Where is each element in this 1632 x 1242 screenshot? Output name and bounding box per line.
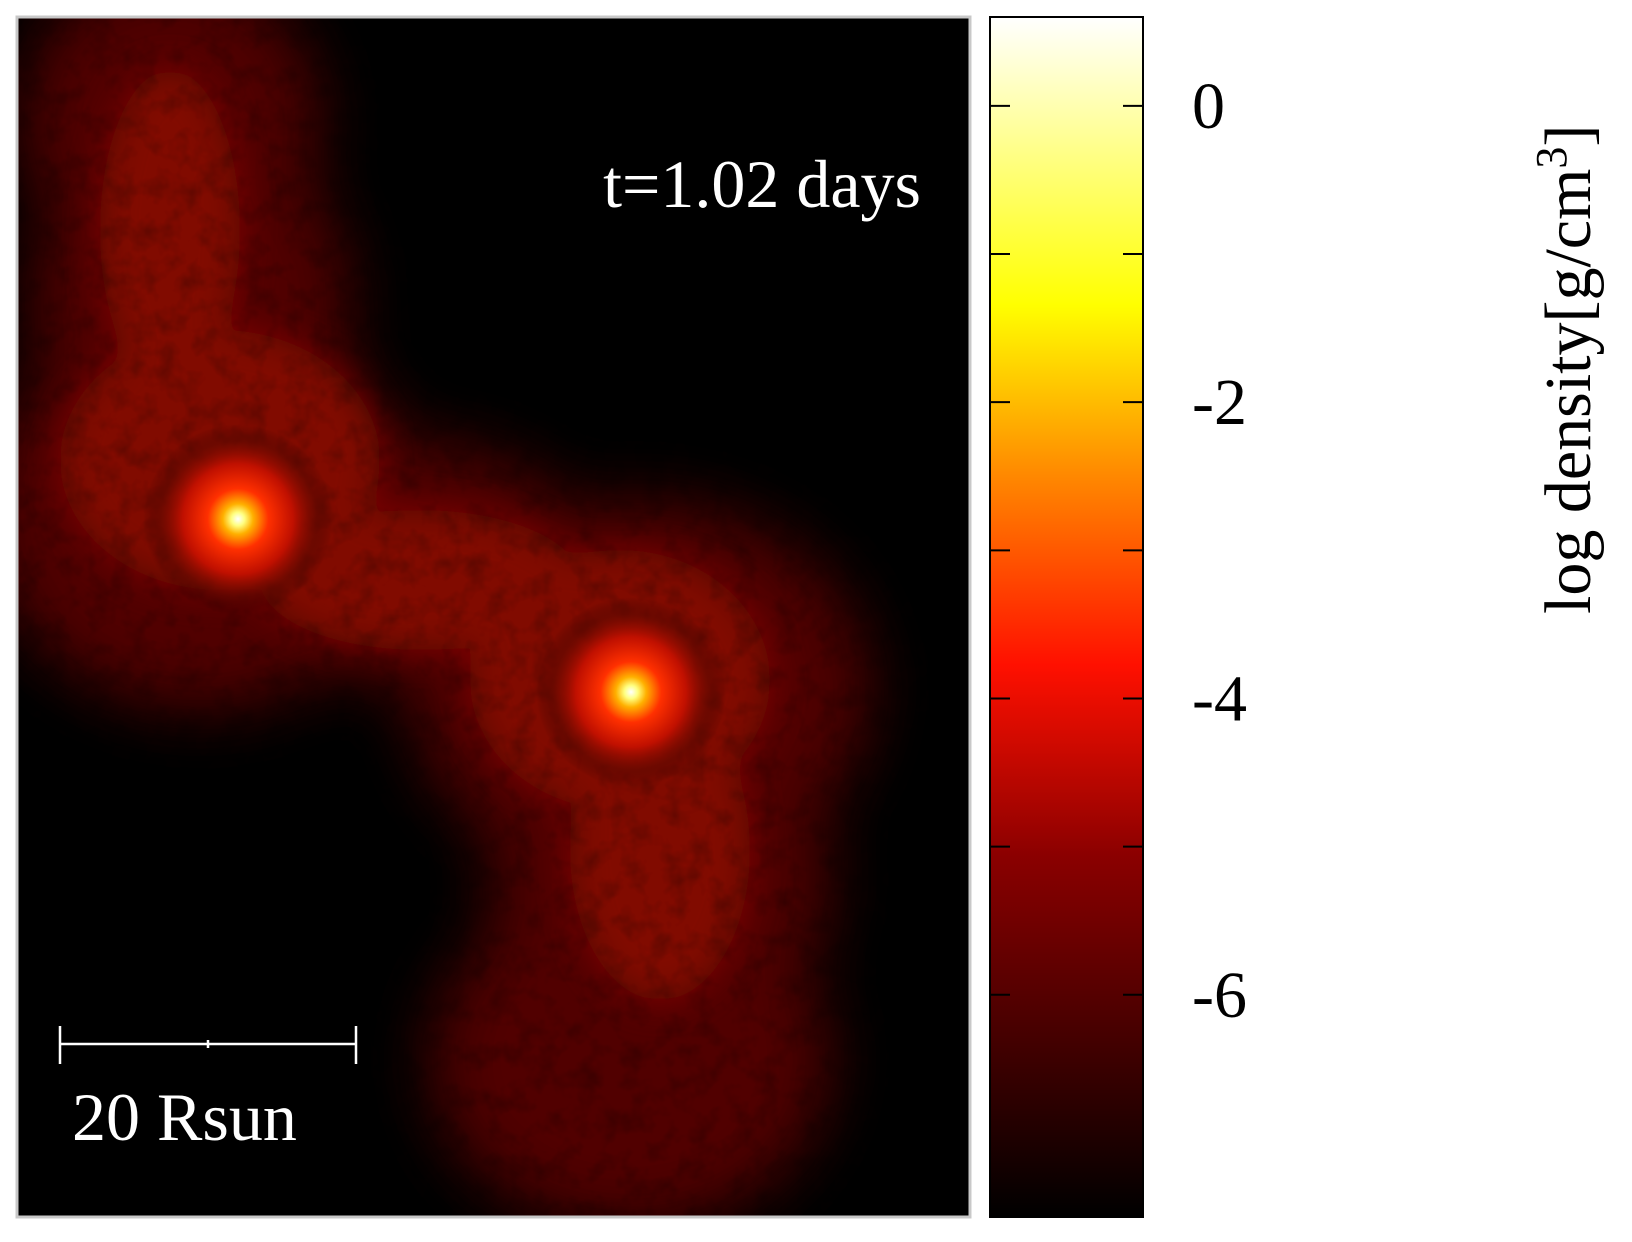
noise-texture — [17, 17, 970, 1217]
colorbar-label-bracket: ] — [1532, 125, 1605, 147]
scale-bar — [58, 1026, 358, 1064]
colorbar-tick-label: -2 — [1192, 366, 1247, 439]
colorbar-gradient — [990, 17, 1143, 1217]
scale-bar-label: 20 Rsun — [72, 1079, 297, 1155]
colorbar-tick-label: -6 — [1192, 959, 1247, 1032]
density-image-panel: t=1.02 days 20 Rsun — [15, 15, 972, 1219]
colorbar-label-superscript: 3 — [1527, 147, 1576, 169]
colorbar-tick-label: 0 — [1192, 70, 1225, 143]
star-core-right — [536, 597, 726, 787]
colorbar: 0 -2 -4 -6 — [989, 16, 1247, 1218]
panel-frame — [15, 15, 972, 1219]
colorbar-axis-label: log density[g/cm3] — [1527, 125, 1606, 614]
colorbar-frame — [989, 16, 1144, 1218]
time-label: t=1.02 days — [603, 146, 921, 222]
colorbar-tick-label: -4 — [1192, 662, 1247, 735]
colorbar-ticks — [990, 104, 1143, 996]
star-core-left — [143, 424, 333, 614]
colorbar-tick-labels: 0 -2 -4 -6 — [1192, 70, 1247, 1032]
colorbar-label-text: log density[g/cm — [1532, 169, 1605, 614]
